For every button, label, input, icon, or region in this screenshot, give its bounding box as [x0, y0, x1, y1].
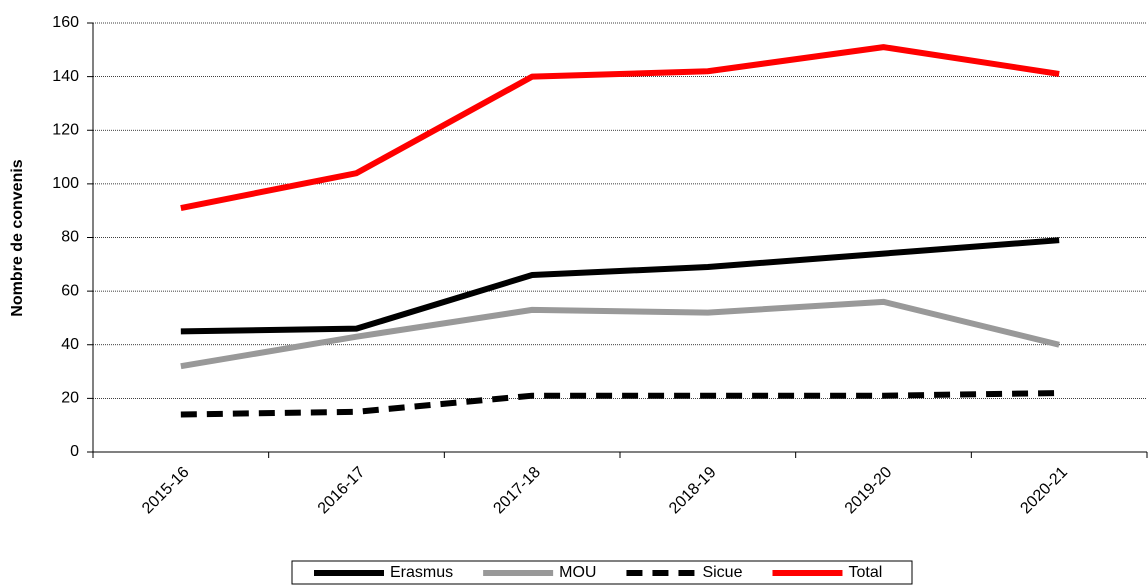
- y-tick-label: 20: [61, 390, 79, 407]
- legend: Erasmus MOU Sicue Total: [291, 560, 913, 585]
- legend-box: [291, 560, 913, 585]
- legend-label: Sicue: [702, 564, 742, 581]
- legend-label: Erasmus: [390, 564, 453, 581]
- y-tick-label: 80: [61, 229, 79, 246]
- y-tick-label: 60: [61, 282, 79, 299]
- y-tick-label: 0: [70, 443, 79, 460]
- x-tick-label: 2019-20: [842, 464, 896, 518]
- y-tick-label: 120: [52, 121, 79, 138]
- x-tick-label: 2020-21: [1017, 464, 1071, 518]
- series-line: [180, 298, 1060, 370]
- y-tick-label: 100: [52, 175, 79, 192]
- series-line: [180, 237, 1060, 335]
- y-tick-label: 140: [52, 68, 79, 85]
- legend-label: MOU: [559, 564, 596, 581]
- y-tick-label: 40: [61, 336, 79, 353]
- series-line: [180, 44, 1060, 211]
- x-tick-label: 2016-17: [315, 464, 369, 518]
- y-tick-label: 160: [52, 14, 79, 31]
- series-line: [180, 390, 1060, 418]
- x-tick-label: 2017-18: [490, 464, 544, 518]
- y-axis-label: Nombre de convenis: [9, 159, 26, 316]
- x-tick-label: 2018-19: [666, 464, 720, 518]
- x-tick-label: 2015-16: [139, 464, 193, 518]
- legend-label: Total: [848, 564, 882, 581]
